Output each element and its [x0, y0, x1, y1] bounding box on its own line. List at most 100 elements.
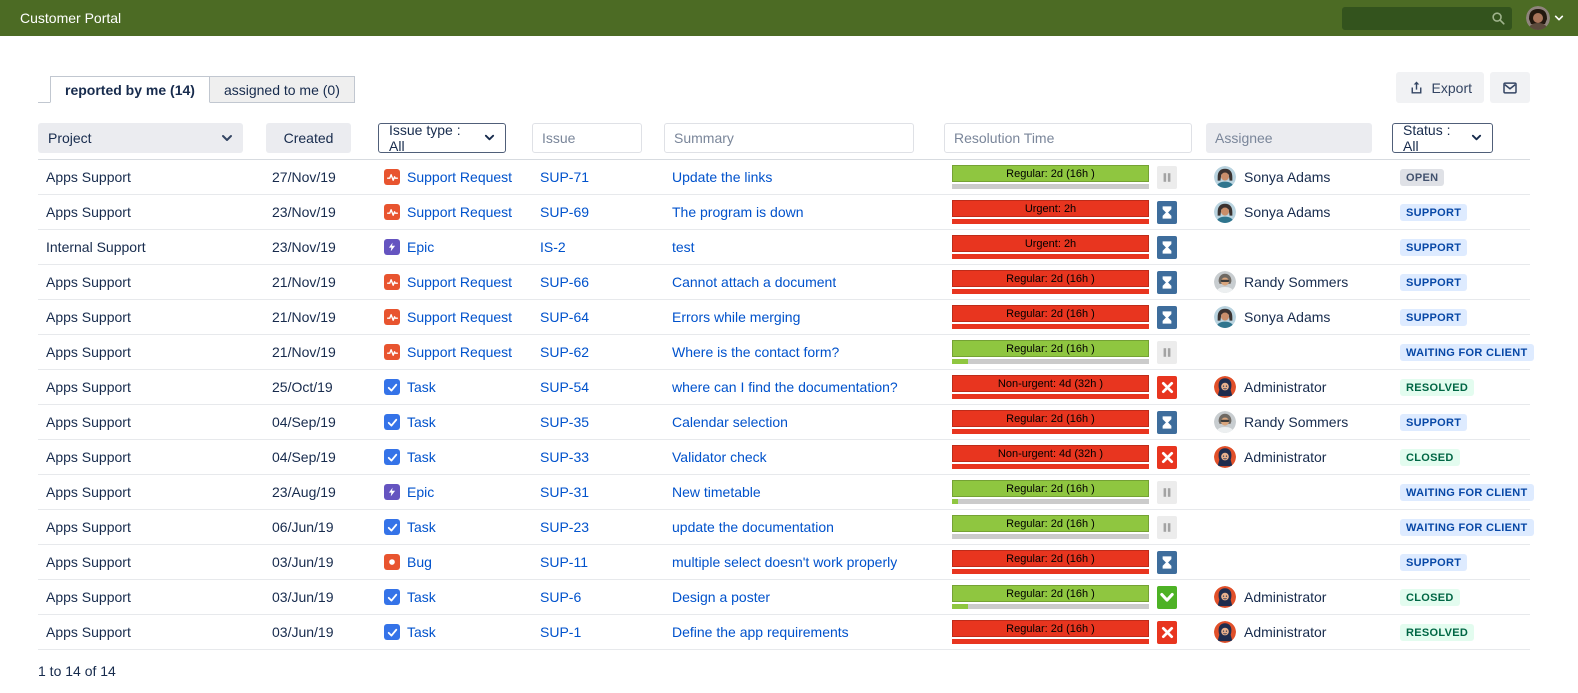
- mail-button[interactable]: [1490, 72, 1530, 103]
- user-avatar[interactable]: [1526, 6, 1550, 30]
- issue-summary-link[interactable]: Define the app requirements: [672, 624, 849, 640]
- resolution-time-widget: Regular: 2d (16h ): [952, 305, 1177, 329]
- support-type-icon: [384, 309, 400, 325]
- sla-progress-track: [952, 429, 1149, 434]
- sla-progress-track: [952, 499, 1149, 504]
- table-row: Apps Support 25/Oct/19 Task SUP-54 where…: [38, 370, 1530, 405]
- project-filter-dropdown[interactable]: Project: [38, 122, 243, 153]
- export-button[interactable]: Export: [1395, 72, 1484, 103]
- issue-summary-link[interactable]: test: [672, 239, 695, 255]
- sla-progress-track: [952, 254, 1149, 259]
- issue-key-link[interactable]: IS-2: [540, 239, 566, 255]
- sla-progress-track: [952, 324, 1149, 329]
- epic-type-icon: [384, 239, 400, 255]
- created-date: 23/Aug/19: [272, 484, 336, 500]
- issue-key-link[interactable]: SUP-54: [540, 379, 590, 395]
- issue-summary-link[interactable]: Update the links: [672, 169, 773, 185]
- issue-summary-link[interactable]: Cannot attach a document: [672, 274, 837, 290]
- issue-key-link[interactable]: SUP-66: [540, 274, 590, 290]
- issue-key-link[interactable]: SUP-64: [540, 309, 590, 325]
- status-filter-select[interactable]: Status : All: [1392, 121, 1493, 154]
- resolution-time-widget: Regular: 2d (16h ): [952, 620, 1177, 644]
- issue-key-link[interactable]: SUP-71: [540, 169, 590, 185]
- table-row: Apps Support 21/Nov/19 Support Request S…: [38, 265, 1530, 300]
- issue-type-filter-label: Issue type : All: [389, 121, 461, 154]
- created-date: 04/Sep/19: [272, 449, 336, 465]
- issue-type-label: Support Request: [407, 274, 513, 290]
- issue-summary-link[interactable]: Where is the contact form?: [672, 344, 840, 360]
- app-title: Customer Portal: [20, 10, 122, 26]
- table-row: Apps Support 03/Jun/19 Bug SUP-11 multip…: [38, 545, 1530, 580]
- created-date: 23/Nov/19: [272, 204, 336, 220]
- resolution-time-filter-input[interactable]: [944, 122, 1192, 153]
- user-menu-chevron-down-icon[interactable]: [1554, 13, 1564, 23]
- assignee-filter-input[interactable]: [1206, 122, 1372, 153]
- status-badge: RESOLVED: [1400, 378, 1475, 396]
- issue-key-link[interactable]: SUP-23: [540, 519, 590, 535]
- task-type-icon: [384, 414, 400, 430]
- resolution-time-widget: Regular: 2d (16h ): [952, 410, 1177, 434]
- assignee-name: Administrator: [1244, 624, 1327, 640]
- issue-summary-link[interactable]: Calendar selection: [672, 414, 788, 430]
- status-badge: SUPPORT: [1400, 203, 1468, 221]
- tab-assigned-to-me[interactable]: assigned to me (0): [209, 76, 355, 103]
- issue-type-label: Support Request: [407, 204, 513, 220]
- tab-reported-by-me[interactable]: reported by me (14): [50, 76, 210, 103]
- search-input[interactable]: [1342, 6, 1512, 30]
- resolution-time-widget: Urgent: 2h: [952, 235, 1177, 259]
- x-resolution-icon: [1157, 375, 1177, 399]
- issue-key-link[interactable]: SUP-35: [540, 414, 590, 430]
- issue-key-link[interactable]: SUP-1: [540, 624, 582, 640]
- created-date: 03/Jun/19: [272, 624, 334, 640]
- table-row: Apps Support 21/Nov/19 Support Request S…: [38, 300, 1530, 335]
- summary-filter-input[interactable]: [664, 122, 914, 153]
- issue-key-link[interactable]: SUP-6: [540, 589, 582, 605]
- issue-type-filter-select[interactable]: Issue type : All: [378, 121, 506, 154]
- sla-bar: Regular: 2d (16h ): [952, 620, 1149, 637]
- issue-key-link[interactable]: SUP-11: [540, 554, 588, 570]
- issue-type-label: Task: [407, 379, 436, 395]
- project-filter-label: Project: [48, 129, 92, 146]
- issue-summary-link[interactable]: where can I find the documentation?: [672, 379, 898, 395]
- sla-bar: Regular: 2d (16h ): [952, 410, 1149, 427]
- issue-summary-link[interactable]: update the documentation: [672, 519, 834, 535]
- x-resolution-icon: [1157, 620, 1177, 644]
- issue-key-link[interactable]: SUP-62: [540, 344, 590, 360]
- created-sort-button[interactable]: Created: [266, 122, 351, 153]
- assignee-name: Administrator: [1244, 449, 1327, 465]
- issue-summary-link[interactable]: Design a poster: [672, 589, 771, 605]
- sla-progress-fill: [952, 464, 1149, 469]
- assignee-name: Administrator: [1244, 589, 1327, 605]
- assignee-name: Sonya Adams: [1244, 309, 1331, 325]
- assignee-name: Administrator: [1244, 379, 1327, 395]
- support-type-icon: [384, 204, 400, 220]
- x-resolution-icon: [1157, 445, 1177, 469]
- issue-table-body: Apps Support 27/Nov/19 Support Request S…: [38, 160, 1534, 650]
- issue-summary-link[interactable]: The program is down: [672, 204, 804, 220]
- resolution-time-widget: Regular: 2d (16h ): [952, 270, 1177, 294]
- support-type-icon: [384, 344, 400, 360]
- project-name: Apps Support: [46, 274, 131, 290]
- sla-bar: Non-urgent: 4d (32h ): [952, 445, 1149, 462]
- issue-key-link[interactable]: SUP-31: [540, 484, 590, 500]
- pause-resolution-icon: [1157, 165, 1177, 189]
- issue-type-label: Epic: [407, 239, 435, 255]
- status-badge: WAITING FOR CLIENT: [1400, 483, 1534, 501]
- issue-filter-input[interactable]: [532, 122, 642, 153]
- issue-summary-link[interactable]: multiple select doesn't work properly: [672, 554, 898, 570]
- bug-type-icon: [384, 554, 400, 570]
- status-badge: SUPPORT: [1400, 553, 1468, 571]
- issue-summary-link[interactable]: Errors while merging: [672, 309, 801, 325]
- issue-summary-link[interactable]: New timetable: [672, 484, 761, 500]
- tab-reported-label: reported by me (14): [65, 81, 195, 98]
- avatar-sonya: [1214, 201, 1236, 223]
- project-name: Apps Support: [46, 204, 131, 220]
- issue-summary-link[interactable]: Validator check: [672, 449, 767, 465]
- issue-key-link[interactable]: SUP-69: [540, 204, 590, 220]
- status-filter-label: Status : All: [1403, 121, 1451, 154]
- sla-bar: Regular: 2d (16h ): [952, 305, 1149, 322]
- tab-bar-notch: [38, 76, 50, 103]
- issue-key-link[interactable]: SUP-33: [540, 449, 590, 465]
- issue-type-label: Support Request: [407, 309, 513, 325]
- table-row: Apps Support 27/Nov/19 Support Request S…: [38, 160, 1530, 195]
